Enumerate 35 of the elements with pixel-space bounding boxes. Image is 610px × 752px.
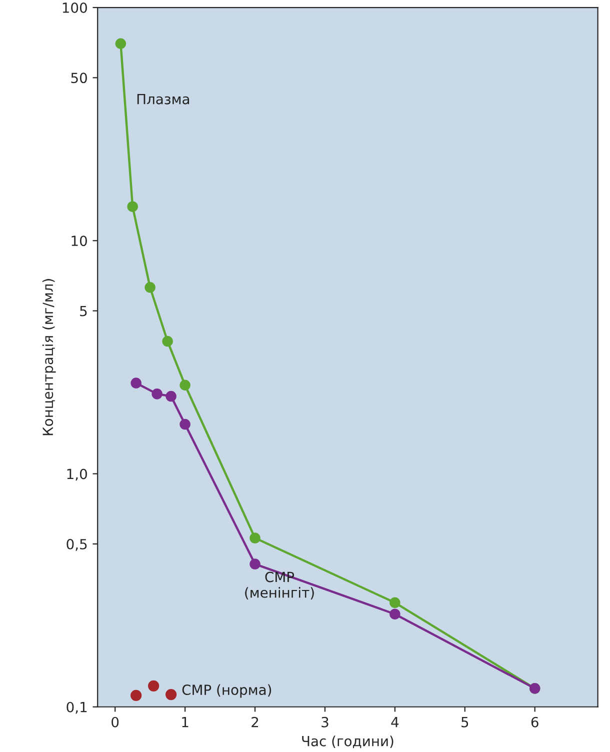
point bbox=[250, 532, 260, 544]
point bbox=[152, 388, 162, 400]
point bbox=[166, 390, 176, 402]
point bbox=[180, 380, 190, 391]
series-label: СМР (норма) bbox=[182, 684, 272, 698]
point bbox=[162, 336, 173, 347]
point bbox=[130, 378, 142, 388]
point bbox=[115, 38, 126, 50]
x-tick-label: 4 bbox=[391, 717, 399, 728]
x-tick-label: 2 bbox=[252, 716, 258, 728]
y-tick-label: 5 bbox=[80, 306, 87, 316]
x-axis-title: Час (години) bbox=[302, 736, 394, 748]
series-label: Плазма bbox=[137, 94, 190, 104]
x-tick-label: 5 bbox=[462, 717, 468, 728]
point bbox=[144, 282, 156, 293]
y-axis-title: Концентрація (мг/мл) bbox=[42, 279, 56, 436]
y-tick-label: 100 bbox=[62, 2, 87, 13]
x-tick-label: 6 bbox=[531, 716, 538, 728]
point bbox=[165, 688, 177, 700]
point bbox=[250, 558, 260, 570]
y-tick-label: 1,0 bbox=[67, 468, 87, 481]
series-label: СМР (менінгіт) bbox=[245, 572, 314, 600]
y-tick-label: 50 bbox=[71, 72, 87, 84]
point bbox=[180, 418, 190, 430]
point bbox=[390, 608, 400, 620]
x-tick-label: 3 bbox=[322, 716, 328, 728]
point bbox=[148, 680, 160, 692]
x-tick-label: 0 bbox=[112, 716, 119, 728]
y-tick-label: 0,5 bbox=[66, 538, 87, 551]
y-tick-label: 0,1 bbox=[66, 702, 87, 714]
point bbox=[390, 597, 400, 608]
point bbox=[127, 201, 138, 212]
y-tick-label: 10 bbox=[72, 236, 87, 246]
x-tick-label: 1 bbox=[182, 717, 188, 728]
point bbox=[130, 690, 142, 701]
